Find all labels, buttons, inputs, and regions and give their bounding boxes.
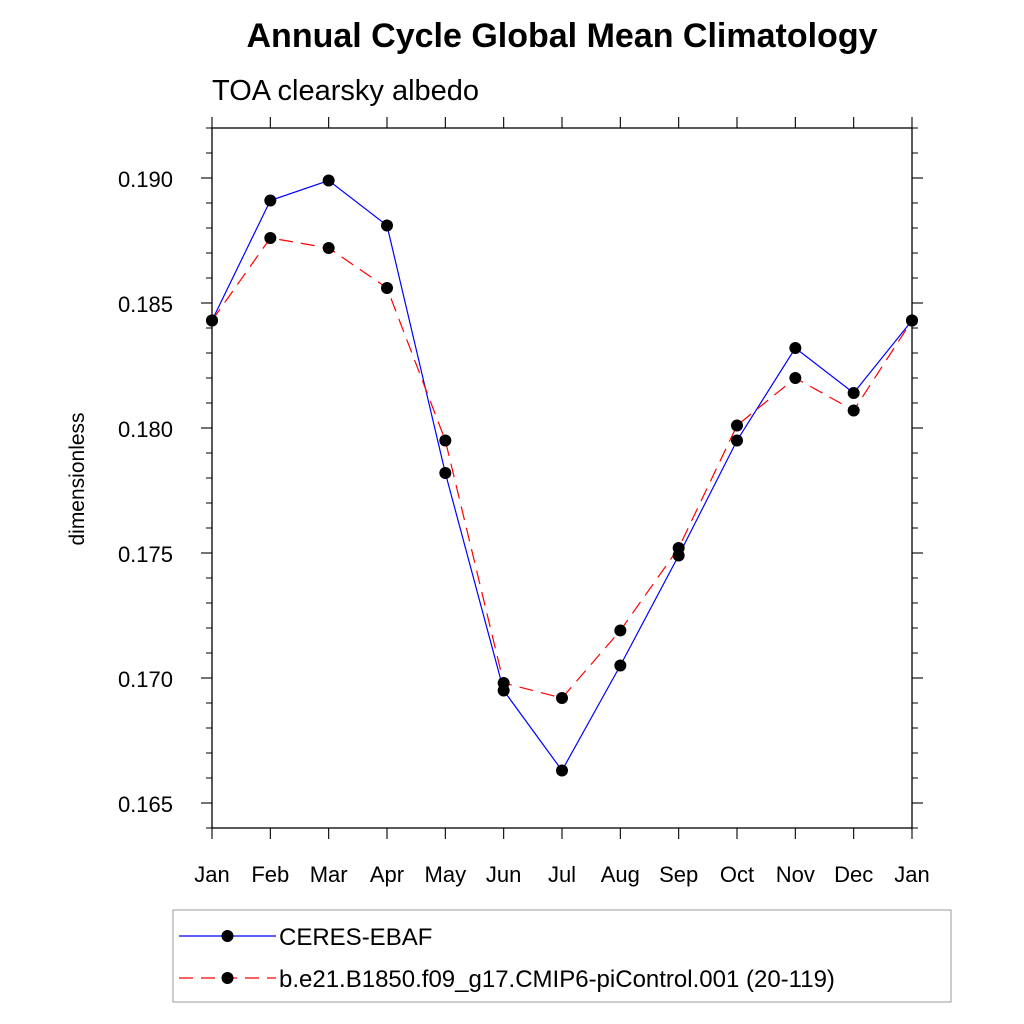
- series-1-point-apr-3: [381, 282, 393, 294]
- legend-swatch-picontrol-marker: [221, 972, 234, 984]
- legend-label-picontrol: b.e21.B1850.f09_g17.CMIP6-piControl.001 …: [279, 966, 835, 993]
- y-tick-label-2: 0.175: [118, 542, 173, 567]
- series-1-point-dec-11: [847, 404, 860, 417]
- y-tick-label-5: 0.190: [118, 167, 173, 192]
- series-1-point-nov-10: [789, 372, 802, 384]
- legend: CERES-EBAF b.e21.B1850.f09_g17.CMIP6-piC…: [172, 909, 952, 1003]
- legend-box: [172, 909, 952, 1003]
- series-0-point-apr-3: [381, 219, 393, 232]
- legend-swatch-ceres-ebaf-marker: [221, 930, 234, 942]
- plot-frame: [211, 127, 913, 829]
- series-1-point-jan-12: [906, 314, 918, 327]
- x-tick-label-5: Jun: [486, 862, 521, 887]
- series-line-1: [211, 237, 913, 699]
- series-0-point-aug-7: [614, 659, 627, 672]
- series-0-point-nov-10: [789, 342, 802, 354]
- series-1-point-jul-6: [556, 692, 568, 704]
- x-tick-label-3: Apr: [370, 862, 404, 887]
- legend-label-ceres-ebaf: CERES-EBAF: [279, 924, 432, 951]
- series-0-point-oct-9: [731, 434, 743, 447]
- y-axis-label: dimensionless: [66, 412, 89, 545]
- series-1-point-feb-1: [264, 232, 277, 244]
- x-tick-label-9: Oct: [720, 862, 754, 887]
- series-lines: [211, 179, 913, 772]
- series-1-point-mar-2: [322, 242, 335, 254]
- series-markers: [206, 174, 918, 777]
- series-1-point-oct-9: [731, 419, 743, 432]
- series-1-point-may-4: [439, 434, 452, 447]
- series-1-point-aug-7: [614, 624, 627, 637]
- series-1-point-jan-0: [206, 314, 218, 327]
- x-tick-label-6: Jul: [548, 862, 576, 887]
- y-tick-label-4: 0.185: [118, 292, 173, 317]
- axis-tick-labels: Jan Feb Mar Apr May Jun Jul Aug Sep Oct Nov Dec Jan 0…: [118, 167, 930, 887]
- x-tick-label-10: Nov: [776, 862, 815, 887]
- series-0-point-feb-1: [264, 194, 277, 207]
- x-tick-label-1: Feb: [251, 862, 289, 887]
- x-tick-label-7: Aug: [601, 862, 640, 887]
- chart-subtitle: TOA clearsky albedo: [212, 75, 479, 107]
- x-tick-label-0: Jan: [194, 862, 229, 887]
- x-tick-label-12: Jan: [894, 862, 929, 887]
- series-0-point-mar-2: [322, 174, 335, 187]
- x-tick-label-4: May: [425, 862, 467, 887]
- y-tick-label-3: 0.180: [118, 417, 173, 442]
- series-0-point-dec-11: [847, 387, 860, 399]
- axis-ticks: [201, 117, 923, 839]
- series-0-point-jul-6: [556, 764, 568, 777]
- x-tick-label-11: Dec: [834, 862, 873, 887]
- x-tick-label-8: Sep: [659, 862, 698, 887]
- chart-title: Annual Cycle Global Mean Climatology: [247, 17, 878, 55]
- series-1-point-jun-5: [497, 677, 510, 689]
- y-tick-label-1: 0.170: [118, 667, 173, 692]
- series-line-0: [211, 179, 913, 772]
- series-1-point-sep-8: [672, 542, 685, 554]
- series-0-point-may-4: [439, 467, 452, 479]
- y-tick-label-0: 0.165: [118, 792, 173, 817]
- x-tick-label-2: Mar: [310, 862, 348, 887]
